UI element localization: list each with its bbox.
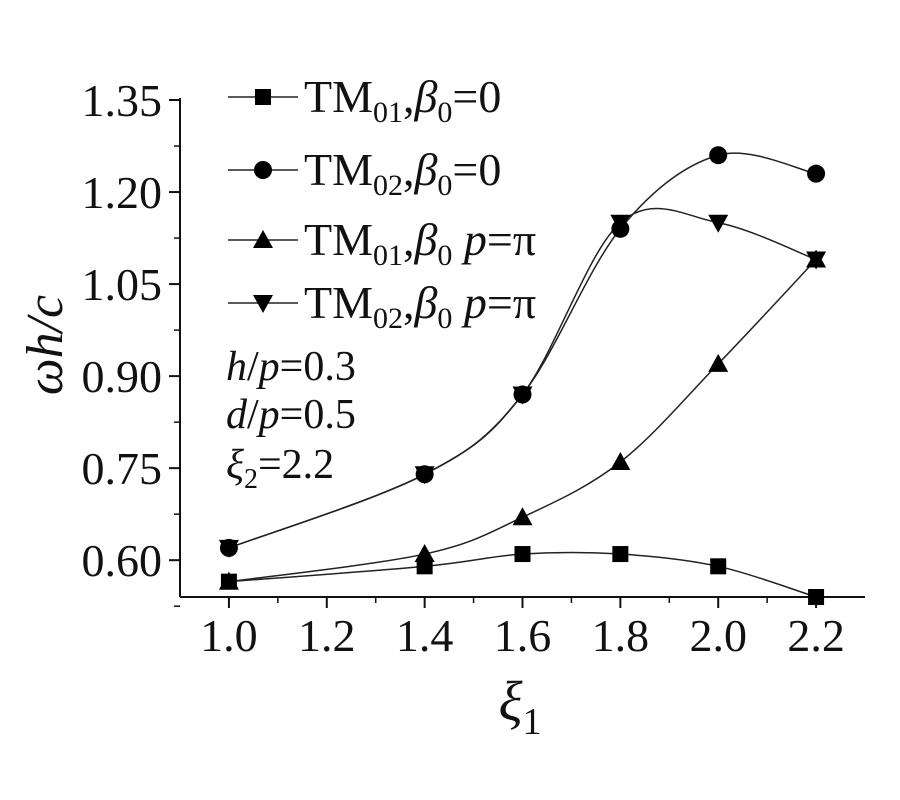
y-tick-label: 0.75 <box>82 443 163 494</box>
legend-label: TM02,β0 p=π <box>304 277 536 335</box>
x-tick-label: 1.0 <box>200 610 258 661</box>
x-tick-label: 1.8 <box>592 610 650 661</box>
data-point-triangle-up <box>708 353 729 372</box>
data-point-triangle-down <box>610 214 631 233</box>
y-tick-label: 1.35 <box>82 75 163 126</box>
data-point-triangle-down <box>414 466 435 485</box>
y-tick-label: 1.05 <box>82 259 163 310</box>
legend-label: TM02,β0=0 <box>304 144 501 202</box>
x-tick-label: 1.6 <box>494 610 552 661</box>
data-point-circle <box>807 164 826 183</box>
y-axis-ticks: 0.60 0.75 0.90 1.05 1.20 1.35 <box>82 75 180 607</box>
x-tick-label: 1.2 <box>298 610 356 661</box>
y-tick-label: 0.60 <box>82 535 163 586</box>
x-tick-label: 2.0 <box>689 610 747 661</box>
legend-entry-tm02-beta0-pi: TM02,β0 p=π <box>228 277 536 335</box>
data-point-square <box>416 558 433 575</box>
data-point-triangle-down <box>512 386 533 405</box>
x-axis-label: ξ1 <box>499 671 542 743</box>
y-tick-label: 0.90 <box>82 351 163 402</box>
data-point-triangle-up <box>610 452 631 471</box>
parameter-annotations: h/p=0.3 d/p=0.5 ξ2=2.2 <box>226 344 356 495</box>
data-point-circle <box>709 146 728 165</box>
data-point-triangle-up <box>512 507 533 526</box>
x-axis-ticks: 1.0 1.2 1.4 1.6 1.8 2.0 2.2 <box>200 597 845 661</box>
data-point-triangle-up <box>414 544 435 563</box>
data-point-square <box>514 546 531 563</box>
x-tick-label: 1.4 <box>396 610 454 661</box>
data-point-triangle-up <box>218 571 239 590</box>
series-line-1 <box>228 551 817 598</box>
legend-entry-tm01-beta0-pi: TM01,β0 p=π <box>228 214 536 272</box>
series-line-3 <box>228 259 817 583</box>
legend-label: TM01,β0=0 <box>304 71 501 129</box>
data-point-triangle-down <box>806 251 827 270</box>
legend-entry-tm01-beta0-0: TM01,β0=0 <box>228 71 501 129</box>
legend-entry-tm02-beta0-0: TM02,β0=0 <box>228 144 501 202</box>
annotation-d-p: d/p=0.5 <box>226 392 356 438</box>
legend-label: TM01,β0 p=π <box>304 214 536 272</box>
data-point-square <box>612 546 629 563</box>
x-tick-label: 2.2 <box>787 610 845 661</box>
annotation-xi2: ξ2=2.2 <box>226 442 334 495</box>
data-point-square <box>808 589 825 605</box>
data-point-triangle-down <box>708 214 729 233</box>
legend: TM01,β0=0 TM02,β0=0 TM01,β0 p=π TM02,β0 … <box>228 71 536 335</box>
annotation-h-p: h/p=0.3 <box>226 344 356 390</box>
data-point-square <box>710 558 727 575</box>
y-tick-label: 1.20 <box>82 167 163 218</box>
y-axis-label: ωh/c <box>17 295 74 395</box>
series-markers <box>218 146 827 605</box>
data-point-triangle-down <box>218 539 239 558</box>
